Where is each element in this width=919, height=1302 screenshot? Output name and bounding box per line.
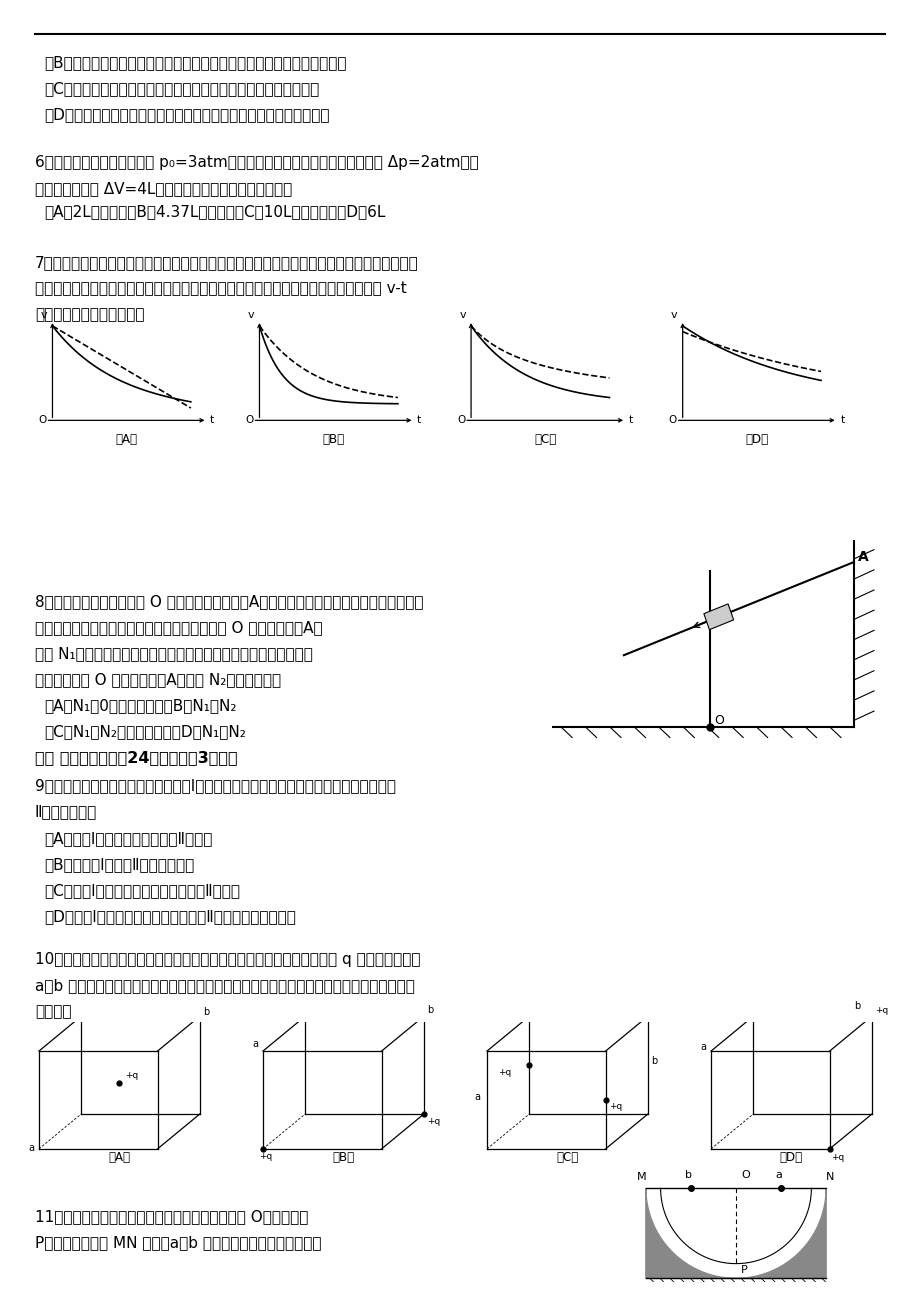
Text: 当小物体经过 O 点正上方时，A端受力 N₂，则（　　）: 当小物体经过 O 点正上方时，A端受力 N₂，则（ ） bbox=[35, 672, 281, 687]
Text: a: a bbox=[699, 1042, 706, 1052]
Text: 另一个物体所受空气阻力大小与物体速率成正比，下列用虚线和实线描述两物体运动的 v-t: 另一个物体所受空气阻力大小与物体速率成正比，下列用虚线和实线描述两物体运动的 v… bbox=[35, 281, 406, 297]
Text: 它的体积变化了 ΔV=4L，则该气体的初始体积为（　　）: 它的体积变化了 ΔV=4L，则该气体的初始体积为（ ） bbox=[35, 181, 292, 197]
Text: b: b bbox=[203, 1006, 210, 1017]
Text: b: b bbox=[685, 1170, 691, 1180]
Text: b: b bbox=[651, 1056, 657, 1066]
Text: （C）N₁＞N₂　　　　　　（D）N₁＝N₂: （C）N₁＞N₂ （D）N₁＝N₂ bbox=[44, 724, 245, 740]
Text: （D）在闭合电路中，并联于电源两端的电压表的示数就是电源电动势: （D）在闭合电路中，并联于电源两端的电压表的示数就是电源电动势 bbox=[44, 107, 329, 122]
Text: 8．如图所示，轻支架可绕 O 点无摩擦自由转动，A端靠在墙上，将一小物体放在支架上让其: 8．如图所示，轻支架可绕 O 点无摩擦自由转动，A端靠在墙上，将一小物体放在支架… bbox=[35, 594, 423, 609]
Text: M: M bbox=[636, 1172, 646, 1182]
Text: +q: +q bbox=[124, 1070, 138, 1079]
Text: （B）: （B） bbox=[322, 434, 345, 447]
Text: +q: +q bbox=[258, 1152, 271, 1161]
Text: O: O bbox=[245, 415, 254, 426]
Text: （B）: （B） bbox=[332, 1151, 354, 1164]
Text: +q: +q bbox=[831, 1154, 844, 1163]
Text: t: t bbox=[839, 415, 844, 426]
Text: （B）从状态Ⅰ到状态Ⅱ气体对外做功: （B）从状态Ⅰ到状态Ⅱ气体对外做功 bbox=[44, 857, 194, 872]
Polygon shape bbox=[660, 1189, 811, 1264]
Text: （A）N₁＝0　　　　　　（B）N₁＜N₂: （A）N₁＝0 （B）N₁＜N₂ bbox=[44, 698, 236, 713]
Text: O: O bbox=[39, 415, 47, 426]
Text: 6．某理想气体的初始压强为 p₀=3atm，若保持温度不变，使它的压强增大了 Δp=2atm，而: 6．某理想气体的初始压强为 p₀=3atm，若保持温度不变，使它的压强增大了 Δ… bbox=[35, 155, 478, 171]
Text: P，半圆槽的直径 MN 水平，a、b 是两个完全相同的带正电小球: P，半圆槽的直径 MN 水平，a、b 是两个完全相同的带正电小球 bbox=[35, 1236, 321, 1251]
Text: （A）: （A） bbox=[108, 1151, 130, 1164]
Text: A: A bbox=[857, 549, 868, 564]
Text: （C）电源的电动势表示电源把其他形式的能转化为电能的本领大小: （C）电源的电动势表示电源把其他形式的能转化为电能的本领大小 bbox=[44, 81, 319, 96]
Text: （D）: （D） bbox=[779, 1151, 802, 1164]
Text: （C）状态Ⅰ时分子间的平均距离比状态Ⅱ时的大: （C）状态Ⅰ时分子间的平均距离比状态Ⅱ时的大 bbox=[44, 883, 240, 898]
Text: v: v bbox=[670, 310, 677, 320]
Text: a: a bbox=[775, 1170, 781, 1180]
Text: O: O bbox=[714, 713, 723, 727]
Text: 9．一定质量的理想气体处于平衡状态Ⅰ，现设法使其温度降低而压强增大，达到平衡状态: 9．一定质量的理想气体处于平衡状态Ⅰ，现设法使其温度降低而压强增大，达到平衡状态 bbox=[35, 779, 395, 794]
Text: a: a bbox=[252, 1039, 258, 1049]
Text: （D）状态Ⅰ时每个分子的动能都比状态Ⅱ时的分子平均动能大: （D）状态Ⅰ时每个分子的动能都比状态Ⅱ时的分子平均动能大 bbox=[44, 909, 296, 924]
Text: b: b bbox=[426, 1005, 433, 1016]
Text: 二． 单项选择题（全24分，每小邘3分。）: 二． 单项选择题（全24分，每小邘3分。） bbox=[35, 750, 237, 766]
Text: +q: +q bbox=[498, 1068, 511, 1077]
Text: Ⅱ，则（　　）: Ⅱ，则（ ） bbox=[35, 805, 97, 820]
Text: a: a bbox=[474, 1092, 481, 1101]
Text: （D）: （D） bbox=[744, 434, 767, 447]
Text: t: t bbox=[416, 415, 421, 426]
Polygon shape bbox=[703, 604, 732, 630]
Text: v: v bbox=[459, 310, 466, 320]
Text: 受力 N₁；仅改变支架和小物体的粗糙程度，使小物体能匀速下滑，: 受力 N₁；仅改变支架和小物体的粗糙程度，使小物体能匀速下滑， bbox=[35, 646, 312, 661]
Text: O: O bbox=[457, 415, 465, 426]
Polygon shape bbox=[645, 1189, 825, 1279]
Text: v: v bbox=[40, 310, 48, 320]
Text: b: b bbox=[854, 1001, 859, 1012]
Text: 11．如图所示，半圆槽光滑、络缘、固定，圆心是 O，最低点是: 11．如图所示，半圆槽光滑、络缘、固定，圆心是 O，最低点是 bbox=[35, 1210, 308, 1225]
Text: +q: +q bbox=[874, 1005, 888, 1014]
Text: N: N bbox=[825, 1172, 834, 1182]
Text: （　　）: （ ） bbox=[35, 1004, 72, 1019]
Text: a: a bbox=[28, 1143, 34, 1154]
Text: +q: +q bbox=[426, 1117, 440, 1126]
Text: +q: +q bbox=[608, 1103, 622, 1112]
Text: （A）: （A） bbox=[116, 434, 137, 447]
Text: 自由下滑。支架和小物体间光滑，当小物体经过 O 点正上方时，A端: 自由下滑。支架和小物体间光滑，当小物体经过 O 点正上方时，A端 bbox=[35, 620, 323, 635]
Text: （C）: （C） bbox=[556, 1151, 578, 1164]
Text: O: O bbox=[740, 1170, 749, 1180]
Text: t: t bbox=[628, 415, 632, 426]
Text: （C）: （C） bbox=[533, 434, 556, 447]
Text: v: v bbox=[247, 310, 255, 320]
Text: （A）状态Ⅰ时气体的密度比状态Ⅱ时的大: （A）状态Ⅰ时气体的密度比状态Ⅱ时的大 bbox=[44, 831, 212, 846]
Text: （A）2L　　　　（B）4.37L　　　　（C）10L　　　　　（D）6L: （A）2L （B）4.37L （C）10L （D）6L bbox=[44, 204, 385, 220]
Text: P: P bbox=[740, 1266, 747, 1275]
Text: 10．如图所示的真空空间中，仅在正方体中的黑点处存在着电荷量大小为 q 的点电荷，现在: 10．如图所示的真空空间中，仅在正方体中的黑点处存在着电荷量大小为 q 的点电荷… bbox=[35, 952, 420, 967]
Text: a、b 两点放上两个电量相同的检验电荷，则两个检验电荷所受的电场力和电势能均相同的是: a、b 两点放上两个电量相同的检验电荷，则两个检验电荷所受的电场力和电势能均相同… bbox=[35, 978, 414, 993]
Text: t: t bbox=[210, 415, 214, 426]
Text: 图像可能正确的是（　　）: 图像可能正确的是（ ） bbox=[35, 307, 144, 323]
Text: O: O bbox=[668, 415, 676, 426]
Text: 7．以不同初速度将两个物体同时竖直向上抛出并开始计时，一个物体所受空气阻力可以忽略，: 7．以不同初速度将两个物体同时竖直向上抛出并开始计时，一个物体所受空气阻力可以忽… bbox=[35, 255, 418, 271]
Text: （B）电源电动势等于断路时两极间的电压，电源接入电路时，电动势减小: （B）电源电动势等于断路时两极间的电压，电源接入电路时，电动势减小 bbox=[44, 55, 346, 70]
